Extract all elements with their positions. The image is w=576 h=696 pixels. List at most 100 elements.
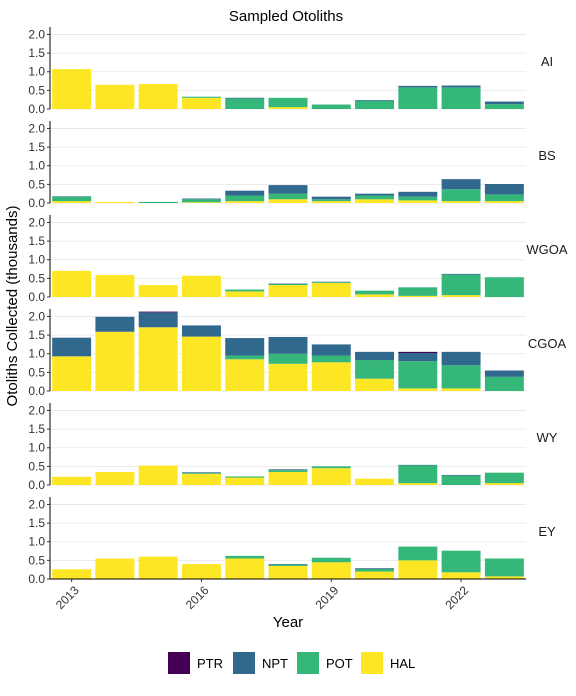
bar-segment-npt: [355, 568, 395, 569]
facet-panel-cgoa: 0.0 0.5 1.0 1.5 2.0 CGOA: [28, 309, 566, 398]
y-tick-label: 2.0: [28, 309, 45, 323]
bar-segment-pot: [181, 199, 221, 203]
bar-segment-hal: [138, 84, 178, 109]
bar-segment-hal: [355, 571, 395, 579]
bar-segment-pot: [441, 550, 481, 573]
bar-segment-pot: [355, 195, 395, 200]
bar-segment-pot: [268, 353, 308, 364]
legend-item-npt[interactable]: NPT: [233, 652, 288, 674]
y-tick-label: 1.5: [28, 516, 45, 530]
bar-segment-npt: [225, 97, 265, 99]
bar-segment-hal: [225, 291, 265, 297]
facet-panel-ai: 0.0 0.5 1.0 1.5 2.0 AI: [28, 27, 553, 116]
y-tick-label: 2.0: [28, 497, 45, 511]
legend-item-ptr[interactable]: PTR: [168, 652, 223, 674]
bar-segment-npt: [225, 338, 265, 356]
bar-segment-pot: [484, 104, 524, 109]
bar-segment-pot: [181, 96, 221, 98]
bar-segment-npt: [52, 337, 92, 357]
y-tick-label: 0.0: [28, 102, 45, 116]
bar-segment-pot: [484, 376, 524, 391]
bar-segment-hal: [441, 201, 481, 203]
y-tick-label: 0.5: [28, 459, 45, 473]
y-tick-label: 0.0: [28, 478, 45, 492]
facet-panels: 0.0 0.5 1.0 1.5 2.0 AI 0.0 0.5 1.0 1.5 2.0 BS 0.0 0.5…: [28, 27, 568, 586]
bar-segment-npt: [355, 351, 395, 361]
bar-segment-npt: [441, 179, 481, 190]
bar-segment-pot: [484, 558, 524, 577]
y-tick-label: 0.0: [28, 290, 45, 304]
bar-segment-pot: [225, 195, 265, 202]
legend-item-pot[interactable]: POT: [297, 652, 353, 674]
y-tick-label: 0.5: [28, 553, 45, 567]
bar-segment-npt: [268, 564, 308, 565]
bar-segment-npt: [398, 85, 438, 88]
legend-swatch-ptr: [168, 652, 190, 674]
bar-segment-hal: [311, 282, 351, 297]
bar-segment-npt: [441, 85, 481, 88]
bar-segment-pot: [398, 87, 438, 109]
bar-segment-pot: [225, 476, 265, 478]
bar-segment-hal: [268, 565, 308, 579]
bar-segment-hal: [484, 576, 524, 579]
bar-segment-hal: [268, 107, 308, 109]
bar-segment-hal: [52, 569, 92, 579]
bar-segment-npt: [441, 474, 481, 476]
bar-segment-hal: [52, 270, 92, 297]
legend-label: NPT: [262, 656, 288, 671]
bar-segment-npt: [484, 183, 524, 195]
bar-segment-hal: [95, 84, 135, 109]
bar-segment-pot: [441, 365, 481, 389]
y-tick-label: 0.5: [28, 83, 45, 97]
bar-segment-pot: [225, 98, 265, 109]
bar-segment-hal: [484, 483, 524, 485]
bar-segment-npt: [311, 344, 351, 356]
bar-segment-npt: [484, 101, 524, 105]
legend-item-hal[interactable]: HAL: [361, 652, 415, 674]
bar-segment-ptr: [138, 311, 178, 313]
bar-segment-hal: [181, 473, 221, 485]
bar-segment-pot: [355, 568, 395, 572]
bar-segment-npt: [355, 193, 395, 196]
bar-segment-pot: [268, 193, 308, 200]
legend[interactable]: PTR NPT POT HAL: [168, 652, 415, 674]
facet-label: WY: [537, 430, 558, 445]
bar-segment-hal: [268, 363, 308, 391]
bar-segment-pot: [441, 274, 481, 296]
facet-panel-wgoa: 0.0 0.5 1.0 1.5 2.0 WGOA: [28, 215, 568, 304]
legend-swatch-pot: [297, 652, 319, 674]
bar-segment-hal: [484, 201, 524, 203]
bar-segment-pot: [484, 472, 524, 484]
bar-segment-npt: [441, 351, 481, 366]
bar-segment-npt: [95, 316, 135, 332]
facet-label: CGOA: [528, 336, 567, 351]
bar-segment-npt: [138, 312, 178, 328]
bar-segment-hal: [95, 558, 135, 579]
bar-segment-npt: [398, 191, 438, 197]
bar-segment-pot: [225, 355, 265, 360]
bar-segment-hal: [268, 471, 308, 485]
facet-label: WGOA: [526, 242, 567, 257]
bar-segment-pot: [398, 465, 438, 484]
bar-segment-hal: [398, 483, 438, 485]
bar-segment-hal: [311, 201, 351, 203]
y-tick-label: 2.0: [28, 27, 45, 41]
chart-title: Sampled Otoliths: [229, 8, 343, 25]
legend-label: HAL: [390, 656, 415, 671]
facet-label: BS: [538, 148, 556, 163]
bar-segment-pot: [225, 555, 265, 559]
bar-segment-npt: [268, 185, 308, 194]
bar-segment-pot: [311, 104, 351, 109]
bar-segment-npt: [398, 464, 438, 466]
bar-segment-npt: [225, 190, 265, 196]
y-axis-title: Otoliths Collected (thousands): [4, 206, 21, 407]
bar-segment-pot: [268, 97, 308, 108]
legend-label: POT: [326, 656, 353, 671]
facet-panel-bs: 0.0 0.5 1.0 1.5 2.0 BS: [28, 121, 556, 210]
bar-segment-hal: [95, 201, 135, 203]
bar-segment-npt: [311, 196, 351, 200]
y-tick-label: 1.5: [28, 422, 45, 436]
bar-segment-npt: [311, 281, 351, 283]
y-tick-label: 1.0: [28, 159, 45, 173]
legend-swatch-hal: [361, 652, 383, 674]
